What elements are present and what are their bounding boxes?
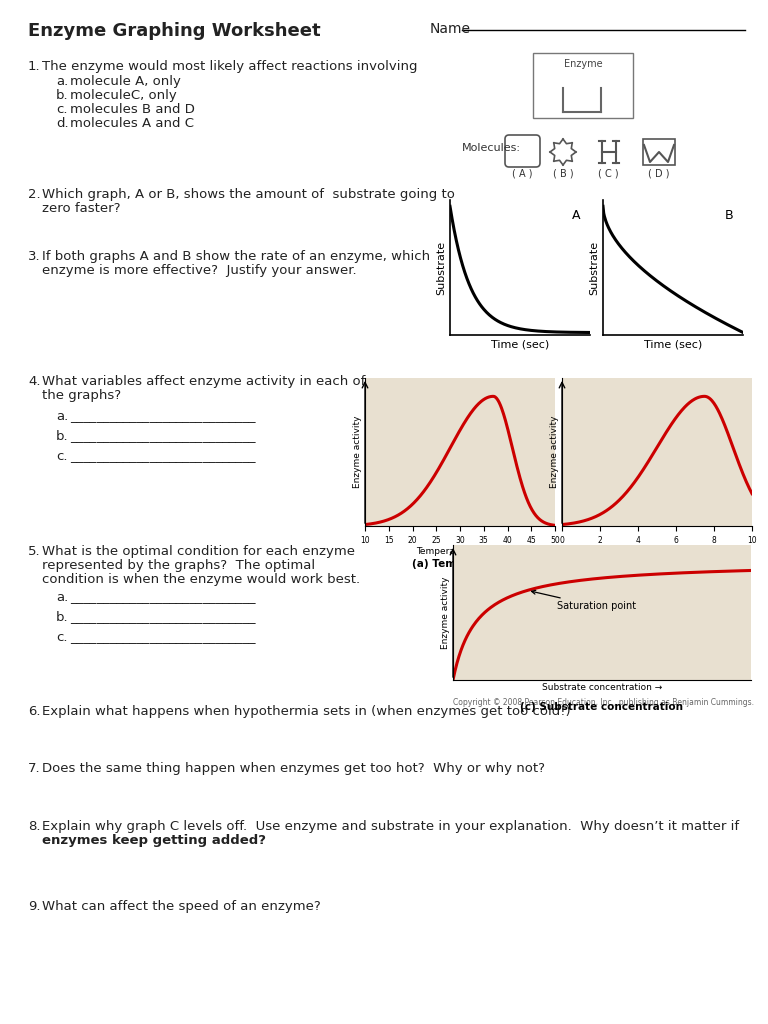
Text: A: A — [571, 210, 580, 222]
Text: If both graphs A and B show the rate of an enzyme, which: If both graphs A and B show the rate of … — [42, 250, 430, 263]
Text: a.: a. — [56, 410, 68, 423]
Text: (c) Substrate concentration: (c) Substrate concentration — [521, 701, 684, 712]
Text: (b) pH: (b) pH — [638, 559, 675, 569]
Text: Which graph, A or B, shows the amount of  substrate going to: Which graph, A or B, shows the amount of… — [42, 188, 455, 201]
Text: a.: a. — [56, 591, 68, 604]
Text: molecules A and C: molecules A and C — [70, 117, 194, 130]
Bar — [643, 139, 675, 165]
Text: ( D ): ( D ) — [648, 168, 670, 178]
Text: ____________________________: ____________________________ — [70, 410, 256, 423]
Text: 4.: 4. — [28, 375, 41, 388]
Text: a.: a. — [56, 75, 68, 88]
Text: enzyme is more effective?  Justify your answer.: enzyme is more effective? Justify your a… — [42, 264, 356, 278]
Text: b.: b. — [56, 430, 68, 443]
Text: 9.: 9. — [28, 900, 41, 913]
Text: ____________________________: ____________________________ — [70, 591, 256, 604]
FancyBboxPatch shape — [505, 135, 540, 167]
Text: molecule A, only: molecule A, only — [70, 75, 181, 88]
Text: Copyright © 2008 Pearson Education, Inc., publishing as Benjamin Cummings.: Copyright © 2008 Pearson Education, Inc.… — [453, 698, 754, 707]
Text: c.: c. — [56, 450, 68, 463]
Text: b.: b. — [56, 89, 68, 102]
Text: 6.: 6. — [28, 705, 41, 718]
Text: What can affect the speed of an enzyme?: What can affect the speed of an enzyme? — [42, 900, 321, 913]
Text: zero faster?: zero faster? — [42, 202, 121, 215]
Text: c.: c. — [56, 103, 68, 116]
Text: b.: b. — [56, 611, 68, 624]
Text: Name: Name — [430, 22, 471, 36]
Y-axis label: Enzyme activity: Enzyme activity — [550, 416, 559, 488]
Text: What is the optimal condition for each enzyme: What is the optimal condition for each e… — [42, 545, 355, 558]
Text: ( A ): ( A ) — [511, 168, 532, 178]
Text: B: B — [724, 210, 733, 222]
Y-axis label: Enzyme activity: Enzyme activity — [353, 416, 362, 488]
Y-axis label: Enzyme activity: Enzyme activity — [442, 577, 450, 649]
Text: ____________________________: ____________________________ — [70, 450, 256, 463]
X-axis label: Temperature (°C) →: Temperature (°C) → — [415, 548, 504, 556]
Text: enzymes keep getting added?: enzymes keep getting added? — [42, 834, 266, 847]
Text: (a) Temperature: (a) Temperature — [412, 559, 508, 569]
Text: ____________________________: ____________________________ — [70, 611, 256, 624]
Text: c.: c. — [56, 631, 68, 644]
Text: Enzyme Graphing Worksheet: Enzyme Graphing Worksheet — [28, 22, 320, 40]
Text: ____________________________: ____________________________ — [70, 430, 256, 443]
X-axis label: pH: pH — [650, 548, 664, 556]
Text: 8.: 8. — [28, 820, 41, 833]
Y-axis label: Substrate: Substrate — [589, 241, 599, 295]
X-axis label: Substrate concentration →: Substrate concentration → — [542, 683, 662, 692]
X-axis label: Time (sec): Time (sec) — [644, 339, 702, 349]
Text: 5.: 5. — [28, 545, 41, 558]
Text: Saturation point: Saturation point — [531, 590, 637, 611]
Text: What variables affect enzyme activity in each of: What variables affect enzyme activity in… — [42, 375, 366, 388]
Text: ____________________________: ____________________________ — [70, 631, 256, 644]
X-axis label: Time (sec): Time (sec) — [491, 339, 549, 349]
Text: molecules B and D: molecules B and D — [70, 103, 195, 116]
Text: 7.: 7. — [28, 762, 41, 775]
Text: 3.: 3. — [28, 250, 41, 263]
Text: ( B ): ( B ) — [553, 168, 574, 178]
Text: represented by the graphs?  The optimal: represented by the graphs? The optimal — [42, 559, 315, 572]
Text: Enzyme: Enzyme — [564, 59, 602, 69]
Text: 2.: 2. — [28, 188, 41, 201]
Text: 1.: 1. — [28, 60, 41, 73]
Bar — [533, 53, 633, 118]
Text: Does the same thing happen when enzymes get too hot?  Why or why not?: Does the same thing happen when enzymes … — [42, 762, 545, 775]
Text: condition is when the enzyme would work best.: condition is when the enzyme would work … — [42, 573, 360, 586]
Text: ( C ): ( C ) — [598, 168, 618, 178]
Text: Molecules:: Molecules: — [462, 143, 521, 153]
Text: moleculeC, only: moleculeC, only — [70, 89, 177, 102]
Text: Explain why graph C levels off.  Use enzyme and substrate in your explanation.  : Explain why graph C levels off. Use enzy… — [42, 820, 739, 833]
Y-axis label: Substrate: Substrate — [435, 241, 446, 295]
Text: The enzyme would most likely affect reactions involving: The enzyme would most likely affect reac… — [42, 60, 418, 73]
Text: the graphs?: the graphs? — [42, 389, 121, 402]
Text: Explain what happens when hypothermia sets in (when enzymes get too cold!): Explain what happens when hypothermia se… — [42, 705, 571, 718]
Text: d.: d. — [56, 117, 68, 130]
